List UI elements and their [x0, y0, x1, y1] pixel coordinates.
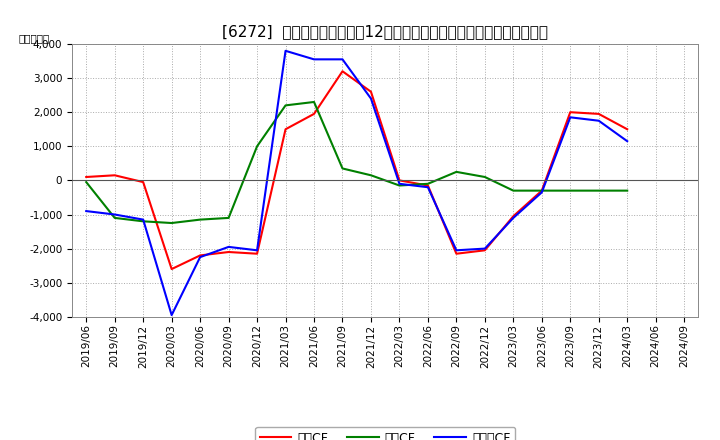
投資CF: [366, 172, 375, 178]
投資CF: [566, 188, 575, 193]
投資CF: [167, 220, 176, 226]
Legend: 営業CF, 投資CF, フリーCF: 営業CF, 投資CF, フリーCF: [255, 427, 516, 440]
営業CF: [225, 249, 233, 255]
投資CF: [423, 181, 432, 187]
フリーCF: [338, 57, 347, 62]
フリーCF: [566, 115, 575, 120]
営業CF: [595, 111, 603, 117]
営業CF: [196, 253, 204, 258]
Line: フリーCF: フリーCF: [86, 51, 627, 315]
投資CF: [225, 215, 233, 220]
フリーCF: [423, 185, 432, 190]
フリーCF: [537, 190, 546, 195]
フリーCF: [452, 248, 461, 253]
営業CF: [310, 111, 318, 117]
投資CF: [310, 99, 318, 105]
Title: [6272]  キャッシュフローの12か月移動合計の対前年同期増減額の推移: [6272] キャッシュフローの12か月移動合計の対前年同期増減額の推移: [222, 24, 548, 39]
営業CF: [282, 127, 290, 132]
営業CF: [566, 110, 575, 115]
投資CF: [537, 188, 546, 193]
フリーCF: [623, 139, 631, 144]
Line: 営業CF: 営業CF: [86, 71, 627, 269]
フリーCF: [225, 244, 233, 249]
フリーCF: [395, 181, 404, 187]
フリーCF: [595, 118, 603, 123]
投資CF: [139, 219, 148, 224]
投資CF: [282, 103, 290, 108]
営業CF: [253, 251, 261, 257]
営業CF: [167, 267, 176, 272]
投資CF: [480, 174, 489, 180]
営業CF: [509, 213, 518, 219]
投資CF: [509, 188, 518, 193]
フリーCF: [82, 209, 91, 214]
フリーCF: [310, 57, 318, 62]
フリーCF: [480, 246, 489, 251]
フリーCF: [509, 215, 518, 220]
Line: 投資CF: 投資CF: [86, 102, 627, 223]
営業CF: [480, 248, 489, 253]
投資CF: [623, 188, 631, 193]
投資CF: [196, 217, 204, 222]
投資CF: [110, 215, 119, 220]
フリーCF: [253, 248, 261, 253]
営業CF: [139, 180, 148, 185]
フリーCF: [196, 254, 204, 260]
フリーCF: [167, 312, 176, 318]
投資CF: [395, 183, 404, 188]
投資CF: [82, 180, 91, 185]
営業CF: [423, 183, 432, 188]
営業CF: [366, 89, 375, 94]
投資CF: [338, 166, 347, 171]
投資CF: [595, 188, 603, 193]
営業CF: [452, 251, 461, 257]
営業CF: [110, 172, 119, 178]
営業CF: [623, 127, 631, 132]
投資CF: [452, 169, 461, 175]
営業CF: [395, 178, 404, 183]
営業CF: [338, 69, 347, 74]
フリーCF: [366, 96, 375, 101]
フリーCF: [139, 217, 148, 222]
フリーCF: [110, 212, 119, 217]
営業CF: [82, 174, 91, 180]
営業CF: [537, 188, 546, 193]
Y-axis label: （百万円）: （百万円）: [19, 33, 50, 43]
フリーCF: [282, 48, 290, 53]
投資CF: [253, 143, 261, 149]
